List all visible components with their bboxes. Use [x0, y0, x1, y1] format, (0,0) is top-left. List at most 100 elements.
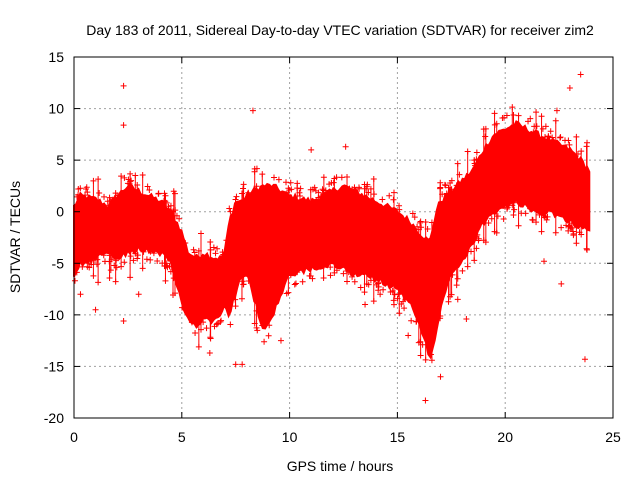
data-point [488, 215, 495, 222]
data-point [346, 185, 353, 192]
data-point [355, 184, 362, 191]
data-point [566, 222, 573, 229]
data-point [147, 248, 154, 255]
outlier-point [422, 397, 429, 404]
data-point [401, 305, 408, 312]
data-point [171, 190, 178, 197]
data-point [190, 246, 197, 253]
data-point [146, 186, 153, 193]
data-point [352, 186, 359, 193]
y-tick-label: 5 [56, 152, 64, 168]
data-point [271, 174, 278, 181]
data-point [294, 269, 301, 276]
outlier-point [577, 71, 584, 78]
x-axis-label: GPS time / hours [287, 458, 394, 474]
sdtvar-band [73, 120, 591, 360]
data-point [214, 320, 221, 327]
data-point [464, 148, 471, 155]
data-point [491, 110, 498, 117]
data-point [367, 277, 374, 284]
data-point [285, 185, 292, 192]
data-point [454, 160, 461, 167]
data-point [389, 287, 396, 294]
data-point [475, 235, 482, 242]
data-point [538, 113, 545, 120]
data-point [239, 278, 246, 285]
outlier-point [120, 82, 127, 89]
data-point [128, 177, 135, 184]
data-point [240, 281, 247, 288]
data-point [251, 320, 258, 327]
data-point [101, 193, 108, 200]
data-point [171, 290, 178, 297]
data-point [413, 318, 420, 325]
data-point [259, 322, 266, 329]
data-point [349, 273, 356, 280]
data-point [494, 213, 501, 220]
data-point [227, 208, 234, 215]
y-tick-label: -5 [52, 255, 65, 271]
data-point [285, 289, 292, 296]
data-point [195, 247, 202, 254]
data-point [409, 210, 416, 217]
data-point [471, 257, 478, 264]
data-point [459, 267, 466, 274]
data-point [357, 284, 364, 291]
data-point [379, 196, 386, 203]
data-point [480, 126, 487, 133]
data-point [530, 129, 537, 136]
data-point [287, 179, 294, 186]
data-point [210, 244, 217, 251]
data-point [464, 263, 471, 270]
data-point [562, 137, 569, 144]
data-point [491, 228, 498, 235]
data-point [391, 291, 398, 298]
data-point [121, 259, 128, 266]
data-point [557, 134, 564, 141]
data-point [240, 181, 247, 188]
data-point [223, 237, 230, 244]
outlier-point [92, 306, 99, 313]
data-point [307, 186, 314, 193]
data-point [361, 289, 368, 296]
data-point [251, 165, 258, 172]
outlier-point [405, 332, 412, 339]
outlier-point [249, 107, 256, 114]
data-point [471, 157, 478, 164]
data-point [291, 281, 298, 288]
data-point [510, 111, 517, 118]
data-point [328, 179, 335, 186]
data-point [411, 214, 418, 221]
data-point [188, 319, 195, 326]
data-point [150, 250, 157, 257]
data-point [539, 125, 546, 132]
data-point [130, 257, 137, 264]
y-tick-label: -15 [44, 358, 64, 374]
outlier-point [206, 350, 213, 357]
data-point [417, 352, 424, 359]
data-point [227, 321, 234, 328]
data-point [437, 179, 444, 186]
data-point [344, 173, 351, 180]
data-point [75, 191, 82, 198]
data-point [386, 192, 393, 199]
x-tick-label: 0 [70, 429, 78, 445]
y-axis-label: SDTVAR / TECUs [7, 181, 23, 293]
data-point [390, 189, 397, 196]
outlier-point [77, 291, 84, 298]
data-point [578, 148, 585, 155]
data-point [179, 304, 186, 311]
data-point [162, 277, 169, 284]
x-tick-label: 20 [497, 429, 513, 445]
data-point [408, 317, 415, 324]
data-point [296, 192, 303, 199]
data-point [447, 180, 454, 187]
data-point [155, 190, 162, 197]
data-point [233, 193, 240, 200]
data-point [583, 143, 590, 150]
data-point [500, 215, 507, 222]
data-point [259, 171, 266, 178]
data-point [154, 257, 161, 264]
data-point [182, 240, 189, 247]
data-point [220, 251, 227, 258]
